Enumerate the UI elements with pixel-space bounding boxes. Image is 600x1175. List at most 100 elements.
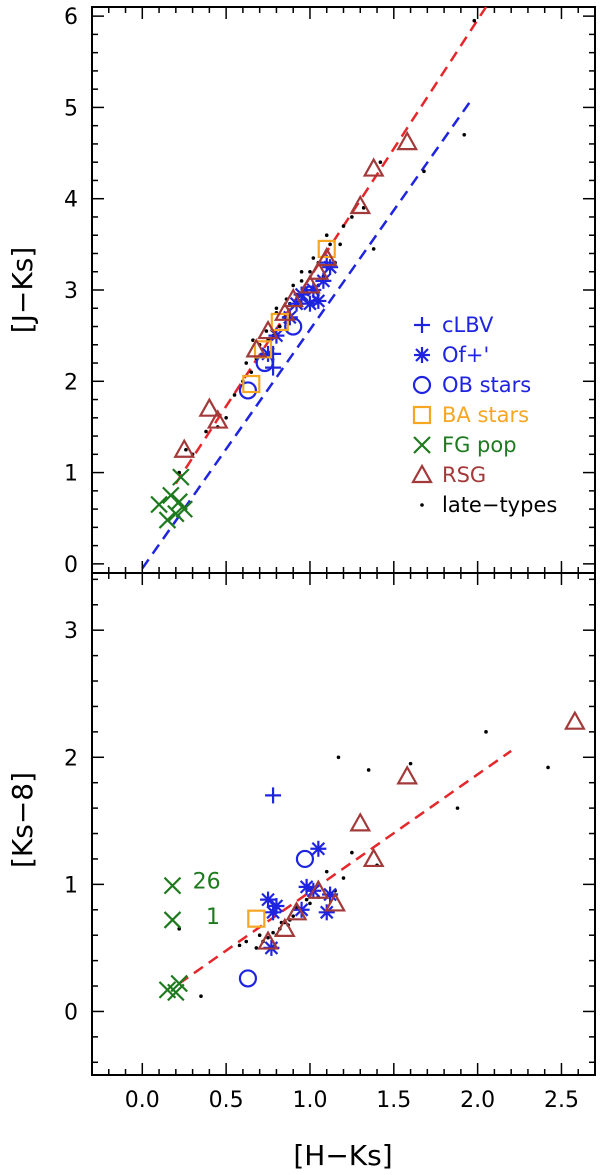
top-point-rsg	[362, 157, 385, 177]
top-data-marks	[150, 18, 477, 529]
top-point-rsg	[206, 409, 229, 429]
bottom-point-rsg	[257, 930, 279, 950]
top-point-late-types	[472, 18, 477, 23]
legend-marker-of-	[414, 347, 430, 363]
top-point-late-types	[311, 256, 316, 260]
bottom-data-marks	[158, 710, 586, 1002]
bottom-point-rsg	[396, 765, 419, 785]
top-axis-ticks: 0 1 2 3 4 5 6	[64, 5, 596, 578]
top-point-of-	[315, 272, 332, 289]
top-y-tick-label: 2	[64, 370, 78, 395]
top-point-fg-pop	[172, 468, 190, 486]
top-point-late-types	[308, 269, 312, 274]
bottom-point-late-types	[199, 994, 203, 999]
top-point-fg-pop	[162, 486, 180, 505]
top-point-late-types	[328, 242, 332, 247]
legend-marker-late-types	[420, 503, 424, 507]
top-point-late-types	[274, 306, 279, 311]
top-y-tick-label: 0	[64, 553, 78, 578]
top-point-late-types	[264, 329, 269, 333]
top-point-fg-pop	[170, 493, 188, 511]
bottom-point-rsg	[362, 847, 385, 868]
bottom-point-late-types	[408, 761, 413, 766]
bottom-point-rsg	[285, 901, 308, 921]
top-point-late-types	[184, 447, 188, 452]
top-point-rsg	[173, 438, 196, 458]
bottom-point-fg-pop	[170, 974, 188, 993]
x-tick-label: 1.0	[292, 1088, 327, 1113]
top-point-rsg	[245, 338, 268, 358]
top-point-late-types	[341, 224, 346, 228]
bottom-point-late-types	[237, 943, 242, 948]
legend-label-of-: Of+'	[442, 343, 489, 367]
bottom-point-fg-pop	[163, 911, 182, 929]
x-tick-label: 1.5	[376, 1088, 411, 1113]
top-point-late-types	[371, 247, 376, 251]
x-axis-title: [H−Ks]	[293, 1139, 392, 1172]
top-fit-lines	[141, 6, 488, 570]
top-y-tick-label: 5	[64, 96, 78, 121]
top-panel: 0 1 2 3 4 5 6 cLBV Of+' OB stars BA stars FG pop RS…	[6, 5, 596, 578]
top-point-rsg	[273, 301, 296, 321]
x-tick-label: 0.0	[125, 1088, 160, 1113]
bottom-point-of-	[310, 840, 327, 857]
bottom-point-late-types	[341, 876, 346, 880]
bottom-point-late-types	[546, 765, 550, 770]
bottom-point-rsg	[563, 710, 586, 730]
top-point-rsg	[198, 397, 221, 417]
bottom-point-late-types	[254, 946, 259, 950]
top-point-late-types	[251, 338, 255, 343]
top-point-rsg	[349, 194, 372, 215]
top-point-rsg	[307, 260, 330, 280]
annotation-26: 26	[193, 870, 221, 895]
top-point-fg-pop	[175, 500, 193, 518]
bottom-point-late-types	[291, 914, 296, 918]
bottom-y-axis-title: [Ks−8]	[6, 772, 39, 868]
top-point-ba-stars	[242, 374, 261, 394]
top-y-tick-label: 6	[64, 5, 78, 30]
top-point-ob-stars	[300, 285, 320, 304]
top-y-tick-label: 3	[64, 279, 78, 304]
bottom-point-of-	[260, 891, 277, 908]
bottom-point-late-types	[257, 933, 262, 938]
legend-marker-clbv	[414, 317, 430, 333]
top-point-late-types	[462, 133, 467, 137]
bottom-y-tick-label: 2	[64, 746, 78, 771]
bottom-axis-ticks: 0 1 2 3 0.0 0.5 1.0 1.5 2.0 2.5	[64, 573, 596, 1113]
top-y-tick-label: 1	[64, 462, 78, 487]
bottom-point-late-types	[244, 939, 249, 944]
bottom-red-dashed-line	[178, 749, 512, 985]
top-point-late-types	[361, 206, 366, 210]
top-y-axis-title: [J−Ks]	[6, 247, 39, 334]
bottom-y-tick-label: 0	[64, 1000, 78, 1025]
bottom-y-tick-label: 1	[64, 873, 78, 898]
bottom-point-fg-pop	[167, 983, 185, 1002]
top-point-late-types	[204, 429, 208, 434]
bottom-point-late-types	[266, 935, 270, 940]
top-point-late-types	[422, 169, 426, 174]
top-point-fg-pop	[150, 495, 168, 514]
top-point-rsg	[257, 319, 279, 340]
bottom-point-late-types	[271, 930, 275, 935]
bottom-point-late-types	[350, 850, 354, 855]
bottom-point-late-types	[324, 869, 329, 874]
legend-marker-ob-stars	[412, 375, 432, 395]
bottom-point-late-types	[308, 901, 312, 906]
legend-label-fg-pop: FG pop	[442, 433, 517, 457]
top-blue-dashed-line	[141, 102, 471, 570]
top-y-tick-label: 4	[64, 188, 78, 213]
bottom-point-of-	[268, 897, 285, 914]
legend-marker-ba-stars	[412, 405, 432, 425]
top-point-late-types	[324, 233, 329, 238]
legend-label-ob-stars: OB stars	[442, 373, 531, 397]
x-tick-label: 2.5	[544, 1088, 579, 1113]
top-point-late-types	[249, 370, 254, 374]
top-point-late-types	[291, 283, 296, 288]
top-red-dashed-line	[174, 6, 488, 485]
legend-label-clbv: cLBV	[442, 313, 494, 337]
top-point-rsg	[396, 130, 419, 151]
top-point-fg-pop	[167, 504, 185, 523]
legend-marker-fg-pop	[413, 436, 431, 454]
